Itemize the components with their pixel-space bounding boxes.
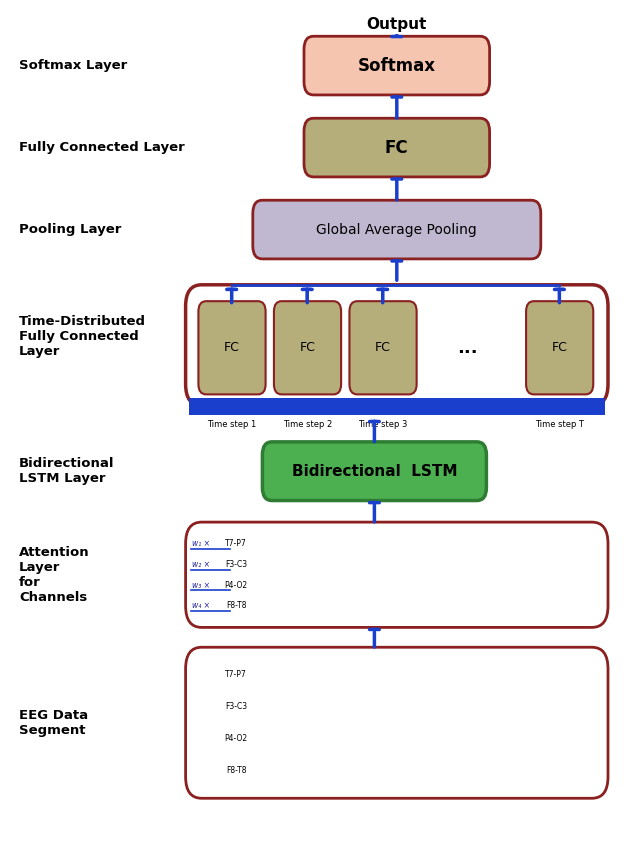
FancyBboxPatch shape: [186, 647, 608, 798]
Text: F3-C3: F3-C3: [225, 560, 247, 569]
FancyBboxPatch shape: [304, 36, 490, 95]
FancyBboxPatch shape: [526, 301, 593, 394]
FancyBboxPatch shape: [250, 723, 600, 755]
FancyBboxPatch shape: [250, 755, 600, 787]
Text: Pooling Layer: Pooling Layer: [19, 223, 122, 236]
Text: Softmax: Softmax: [358, 57, 436, 74]
FancyBboxPatch shape: [250, 533, 600, 554]
Text: P4-O2: P4-O2: [224, 581, 247, 589]
Text: Fully Connected Layer: Fully Connected Layer: [19, 141, 185, 154]
Text: Time step 1: Time step 1: [207, 420, 256, 429]
FancyBboxPatch shape: [186, 522, 608, 627]
FancyBboxPatch shape: [349, 301, 417, 394]
Text: Time step T: Time step T: [535, 420, 584, 429]
Text: Time step 3: Time step 3: [358, 420, 408, 429]
Text: w₂ ×: w₂ ×: [192, 560, 210, 569]
FancyBboxPatch shape: [250, 595, 600, 616]
Text: Output: Output: [367, 16, 427, 32]
FancyBboxPatch shape: [262, 442, 486, 501]
Text: FC: FC: [375, 341, 391, 355]
FancyBboxPatch shape: [250, 575, 600, 595]
Text: Time step 2: Time step 2: [283, 420, 332, 429]
Text: w₃ ×: w₃ ×: [192, 581, 210, 589]
Text: F8-T8: F8-T8: [227, 766, 247, 776]
Text: F8-T8: F8-T8: [227, 602, 247, 610]
Text: FC: FC: [385, 139, 408, 156]
Text: T7-P7: T7-P7: [225, 539, 247, 548]
FancyBboxPatch shape: [250, 554, 600, 575]
Text: FC: FC: [552, 341, 568, 355]
Text: T7-P7: T7-P7: [225, 670, 247, 679]
Text: Time-Distributed
Fully Connected
Layer: Time-Distributed Fully Connected Layer: [19, 315, 146, 358]
Text: F3-C3: F3-C3: [225, 702, 247, 711]
Text: EEG Data
Segment: EEG Data Segment: [19, 709, 88, 737]
FancyBboxPatch shape: [189, 398, 605, 415]
Text: w₁ ×: w₁ ×: [192, 539, 210, 548]
Text: FC: FC: [224, 341, 240, 355]
FancyBboxPatch shape: [253, 200, 541, 259]
Text: Softmax Layer: Softmax Layer: [19, 59, 127, 72]
Text: ...: ...: [457, 339, 477, 356]
FancyBboxPatch shape: [198, 301, 266, 394]
Text: Global Average Pooling: Global Average Pooling: [316, 223, 477, 236]
Text: P4-O2: P4-O2: [224, 734, 247, 743]
FancyBboxPatch shape: [304, 118, 490, 177]
Text: FC: FC: [300, 341, 316, 355]
Text: Bidirectional  LSTM: Bidirectional LSTM: [292, 463, 457, 479]
Text: Bidirectional
LSTM Layer: Bidirectional LSTM Layer: [19, 457, 115, 485]
FancyBboxPatch shape: [250, 690, 600, 723]
FancyBboxPatch shape: [274, 301, 341, 394]
FancyBboxPatch shape: [250, 658, 600, 690]
Text: w₄ ×: w₄ ×: [192, 602, 210, 610]
FancyBboxPatch shape: [186, 285, 608, 406]
Text: Attention
Layer
for
Channels: Attention Layer for Channels: [19, 545, 90, 604]
